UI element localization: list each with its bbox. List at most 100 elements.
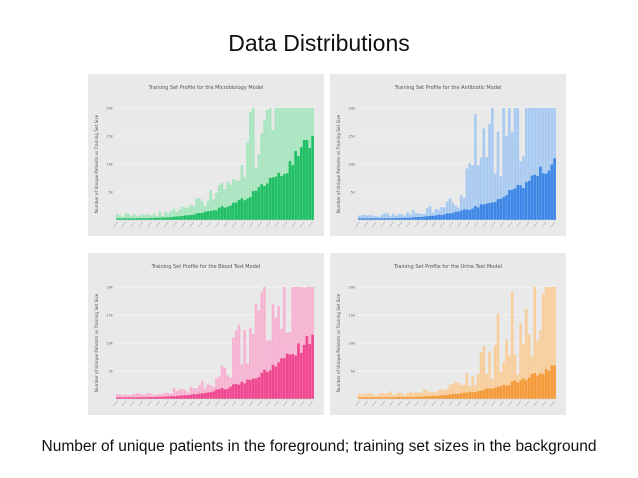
- foreground-bar: [226, 206, 230, 220]
- foreground-bar: [206, 211, 210, 220]
- foreground-bar: [369, 397, 373, 399]
- foreground-bar: [380, 397, 384, 399]
- x-tick-mark: [164, 221, 169, 228]
- background-bar: [274, 108, 278, 220]
- x-tick-mark: [482, 400, 487, 407]
- x-tick-mark: [198, 221, 203, 228]
- x-tick-mark: [181, 400, 186, 407]
- y-tick-label: 20k: [348, 106, 356, 110]
- x-tick-mark: [189, 221, 194, 228]
- background-bar: [152, 213, 156, 220]
- foreground-bar: [240, 198, 244, 220]
- background-bar: [375, 216, 378, 220]
- foreground-bar: [266, 372, 269, 399]
- x-tick-mark: [138, 400, 144, 407]
- background-bar: [209, 385, 213, 399]
- foreground-bar: [505, 385, 508, 399]
- background-bar: [474, 114, 477, 220]
- x-tick-mark: [414, 221, 420, 228]
- foreground-bar: [158, 217, 162, 220]
- background-bar: [133, 393, 136, 399]
- chart-title: Training Set Profile for the Blood Test …: [151, 264, 261, 270]
- x-tick-mark: [223, 400, 228, 407]
- x-tick-mark: [223, 221, 228, 228]
- x-tick-mark: [457, 221, 462, 228]
- background-bar: [377, 393, 381, 399]
- x-tick-mark: [372, 400, 377, 407]
- background-bar: [220, 183, 224, 220]
- background-bar: [471, 376, 474, 399]
- background-bar: [260, 292, 263, 399]
- foreground-bar: [403, 217, 406, 220]
- background-bar: [389, 391, 392, 399]
- foreground-bar: [468, 391, 472, 399]
- foreground-bar: [533, 373, 537, 399]
- background-bar: [232, 337, 235, 399]
- foreground-bar: [138, 218, 142, 220]
- background-bar: [150, 393, 153, 399]
- foreground-bar: [377, 218, 381, 220]
- x-tick-mark: [257, 221, 262, 228]
- foreground-bar: [544, 368, 548, 399]
- x-tick-mark: [248, 221, 254, 228]
- background-bar: [397, 392, 401, 399]
- background-bar: [183, 207, 187, 220]
- x-tick-mark: [155, 221, 161, 228]
- foreground-bar: [491, 202, 494, 220]
- foreground-bar: [118, 218, 122, 220]
- background-bar: [271, 130, 275, 220]
- background-bar: [234, 330, 238, 399]
- x-tick-mark: [291, 400, 296, 407]
- background-bar: [302, 287, 306, 399]
- foreground-bar: [536, 175, 539, 220]
- foreground-bar: [476, 207, 480, 220]
- foreground-bar: [291, 165, 295, 220]
- foreground-bar: [360, 218, 364, 220]
- foreground-bar: [522, 378, 525, 399]
- background-bar: [147, 392, 150, 399]
- background-bar: [411, 209, 415, 220]
- foreground-bar: [417, 396, 421, 399]
- background-bar: [541, 293, 545, 399]
- foreground-bar: [397, 217, 401, 220]
- x-tick-mark: [282, 221, 288, 228]
- background-bar: [164, 211, 167, 220]
- x-tick-mark: [121, 221, 127, 228]
- background-bar: [485, 156, 489, 220]
- background-bar: [263, 119, 266, 220]
- x-tick-mark: [248, 400, 254, 407]
- foreground-bar: [406, 217, 409, 220]
- foreground-bar: [183, 395, 187, 399]
- chart-panel-blood-test: Training Set Profile for the Blood Test …: [88, 253, 324, 415]
- foreground-bar: [277, 172, 280, 220]
- chart-title: Training Set Profile for the Urine Test …: [393, 264, 502, 270]
- background-bar: [181, 206, 184, 220]
- foreground-bar: [268, 370, 272, 399]
- background-bar: [457, 383, 460, 399]
- background-bar: [200, 380, 204, 399]
- foreground-bar: [510, 381, 514, 399]
- foreground-bar: [169, 217, 173, 220]
- background-bar: [372, 394, 375, 399]
- background-bar: [440, 389, 443, 399]
- foreground-bar: [268, 177, 272, 220]
- x-tick-mark: [431, 400, 436, 407]
- foreground-bar: [380, 218, 384, 220]
- foreground-bar: [389, 397, 392, 399]
- foreground-bar: [423, 216, 426, 220]
- foreground-bar: [363, 218, 367, 220]
- background-bar: [150, 215, 153, 220]
- x-tick-mark: [440, 400, 445, 407]
- foreground-bar: [172, 216, 176, 220]
- foreground-bar: [133, 218, 136, 220]
- foreground-bar: [223, 207, 227, 220]
- background-bar: [491, 108, 494, 220]
- foreground-bar: [513, 188, 517, 220]
- foreground-bar: [282, 358, 286, 399]
- foreground-bar: [249, 197, 252, 220]
- background-bar: [141, 214, 145, 220]
- foreground-bar: [372, 218, 375, 220]
- foreground-bar: [437, 395, 440, 399]
- foreground-bar: [124, 397, 128, 399]
- foreground-bar: [209, 210, 213, 220]
